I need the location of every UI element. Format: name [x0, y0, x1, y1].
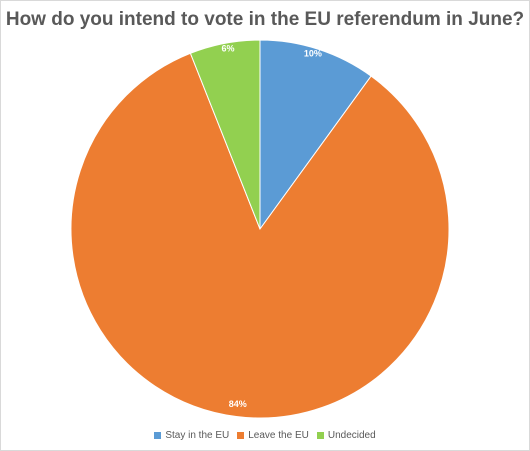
slice-leave	[70, 52, 450, 419]
legend-label-undecided: Undecided	[327, 430, 376, 441]
legend-item-undecided: Undecided	[316, 430, 376, 441]
data-label-stay: 10%	[304, 49, 322, 59]
chart-title: How do you intend to vote in the EU refe…	[5, 9, 525, 30]
data-label-undecided: 6%	[221, 43, 234, 53]
legend-swatch-stay	[154, 432, 162, 439]
slice-stay	[259, 39, 372, 231]
slice-undecided	[189, 39, 261, 230]
legend-item-stay: Stay in the EU	[154, 430, 229, 441]
data-label-leave: 84%	[229, 399, 247, 409]
legend-swatch-undecided	[316, 432, 324, 439]
legend-swatch-leave	[237, 432, 245, 439]
legend-label-leave: Leave the EU	[248, 430, 309, 441]
legend-item-leave: Leave the EU	[237, 430, 309, 441]
legend-label-stay: Stay in the EU	[165, 430, 230, 441]
chart-legend: Stay in the EU Leave the EU Undecided	[1, 430, 529, 441]
